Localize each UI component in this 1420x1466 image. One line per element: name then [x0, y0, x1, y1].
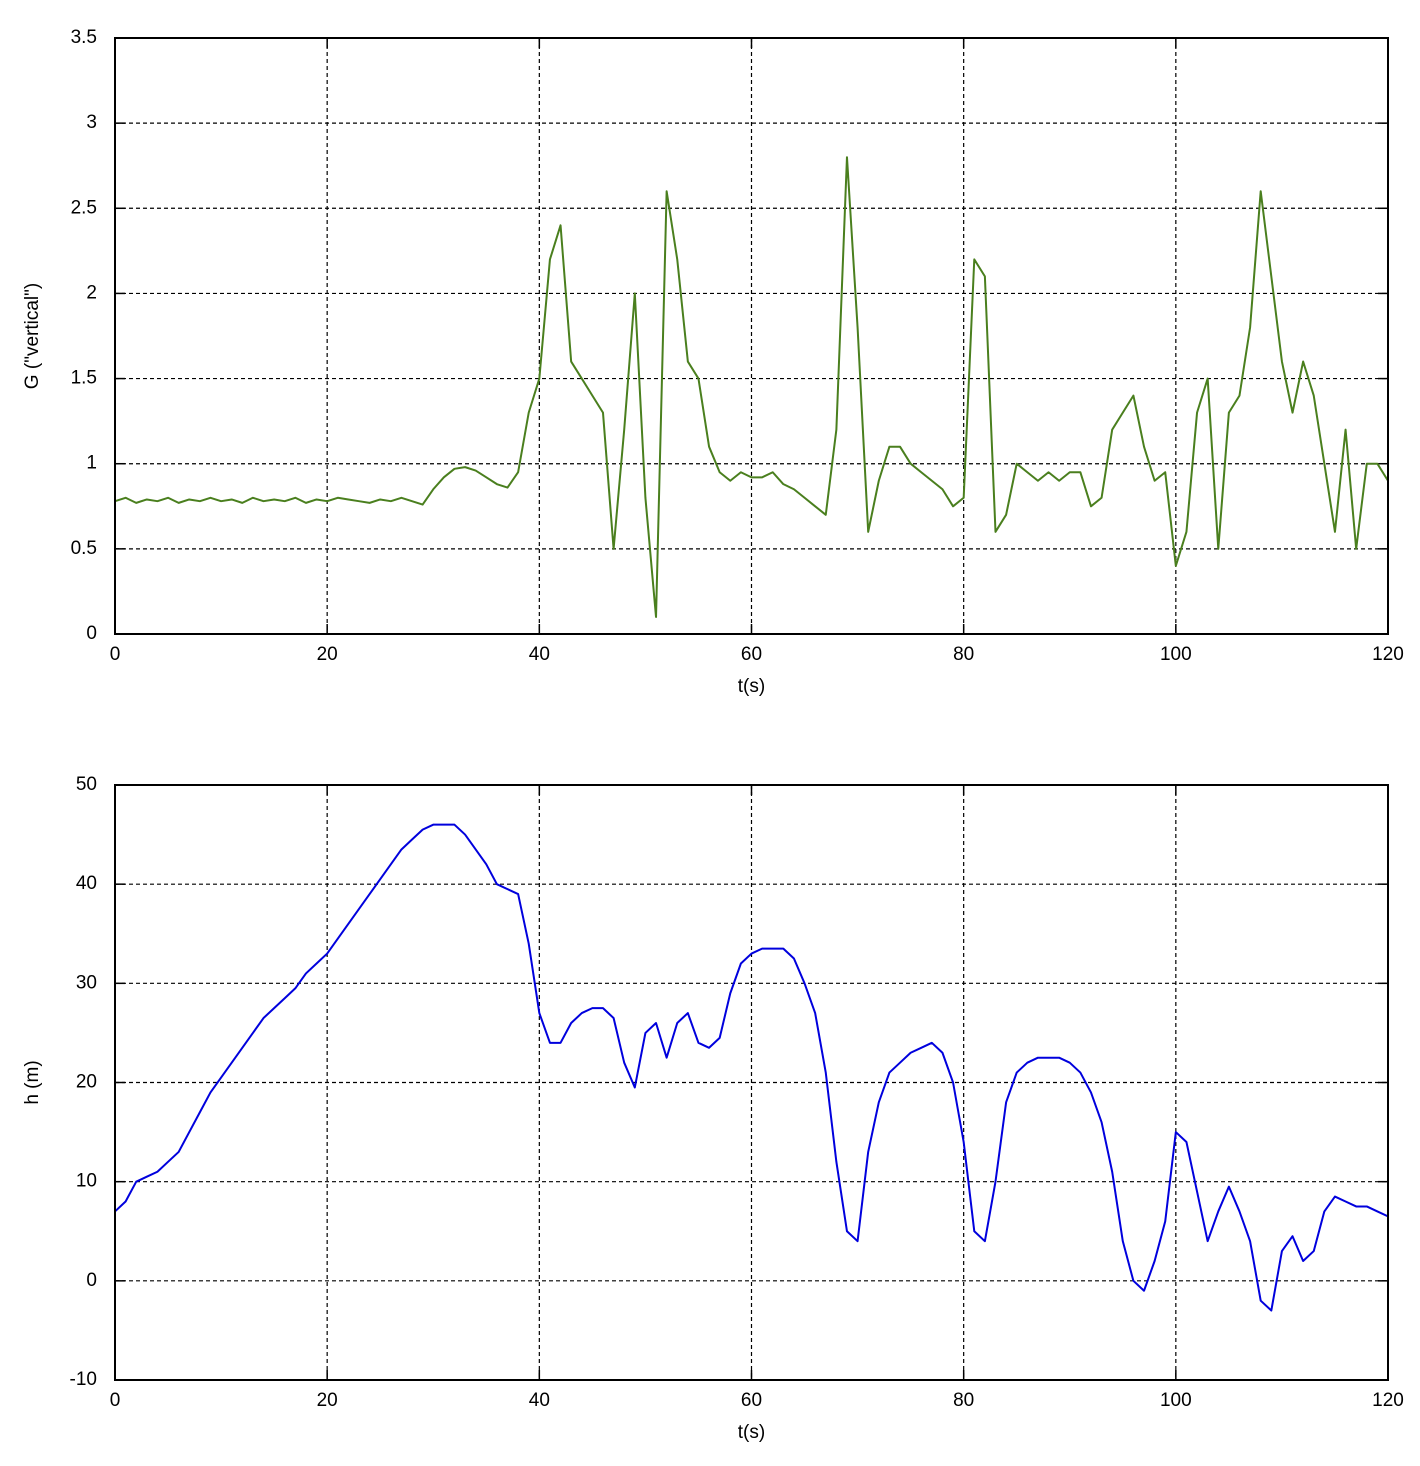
y-tick-label: 10: [76, 1171, 97, 1192]
y-tick-label: 1: [86, 453, 97, 474]
x-tick-label: 100: [1160, 1390, 1192, 1411]
x-tick-label: 20: [317, 1390, 338, 1411]
y-axis-label: G ("vertical"): [22, 283, 43, 389]
y-tick-label: -10: [70, 1369, 97, 1390]
x-tick-label: 120: [1372, 644, 1404, 665]
y-tick-label: 0: [86, 1270, 97, 1291]
x-tick-label: 40: [529, 644, 550, 665]
x-tick-label: 80: [953, 1390, 974, 1411]
x-axis-label: t(s): [738, 676, 765, 697]
x-tick-label: 60: [741, 1390, 762, 1411]
x-axis-label: t(s): [738, 1422, 765, 1443]
data-line: [114, 823, 1389, 1312]
y-tick-label: 2: [86, 282, 97, 303]
y-tick-label: 0: [86, 623, 97, 644]
x-tick-label: 100: [1160, 644, 1192, 665]
y-tick-label: 0.5: [71, 538, 97, 559]
y-tick-label: 50: [76, 774, 97, 795]
y-tick-label: 30: [76, 972, 97, 993]
y-axis-label: h (m): [22, 1060, 43, 1104]
x-tick-label: 60: [741, 644, 762, 665]
plot-frame: [114, 784, 1389, 1381]
data-line: [114, 156, 1389, 618]
x-tick-label: 0: [110, 644, 121, 665]
y-tick-label: 20: [76, 1072, 97, 1093]
x-tick-label: 80: [953, 644, 974, 665]
y-tick-label: 2.5: [71, 197, 97, 218]
x-tick-label: 40: [529, 1390, 550, 1411]
y-tick-label: 1.5: [71, 368, 97, 389]
y-tick-label: 3: [86, 112, 97, 133]
x-tick-label: 120: [1372, 1390, 1404, 1411]
y-tick-label: 40: [76, 873, 97, 894]
x-tick-label: 0: [110, 1390, 121, 1411]
x-tick-label: 20: [317, 644, 338, 665]
y-tick-label: 3.5: [71, 27, 97, 48]
plot-frame: [114, 37, 1389, 635]
